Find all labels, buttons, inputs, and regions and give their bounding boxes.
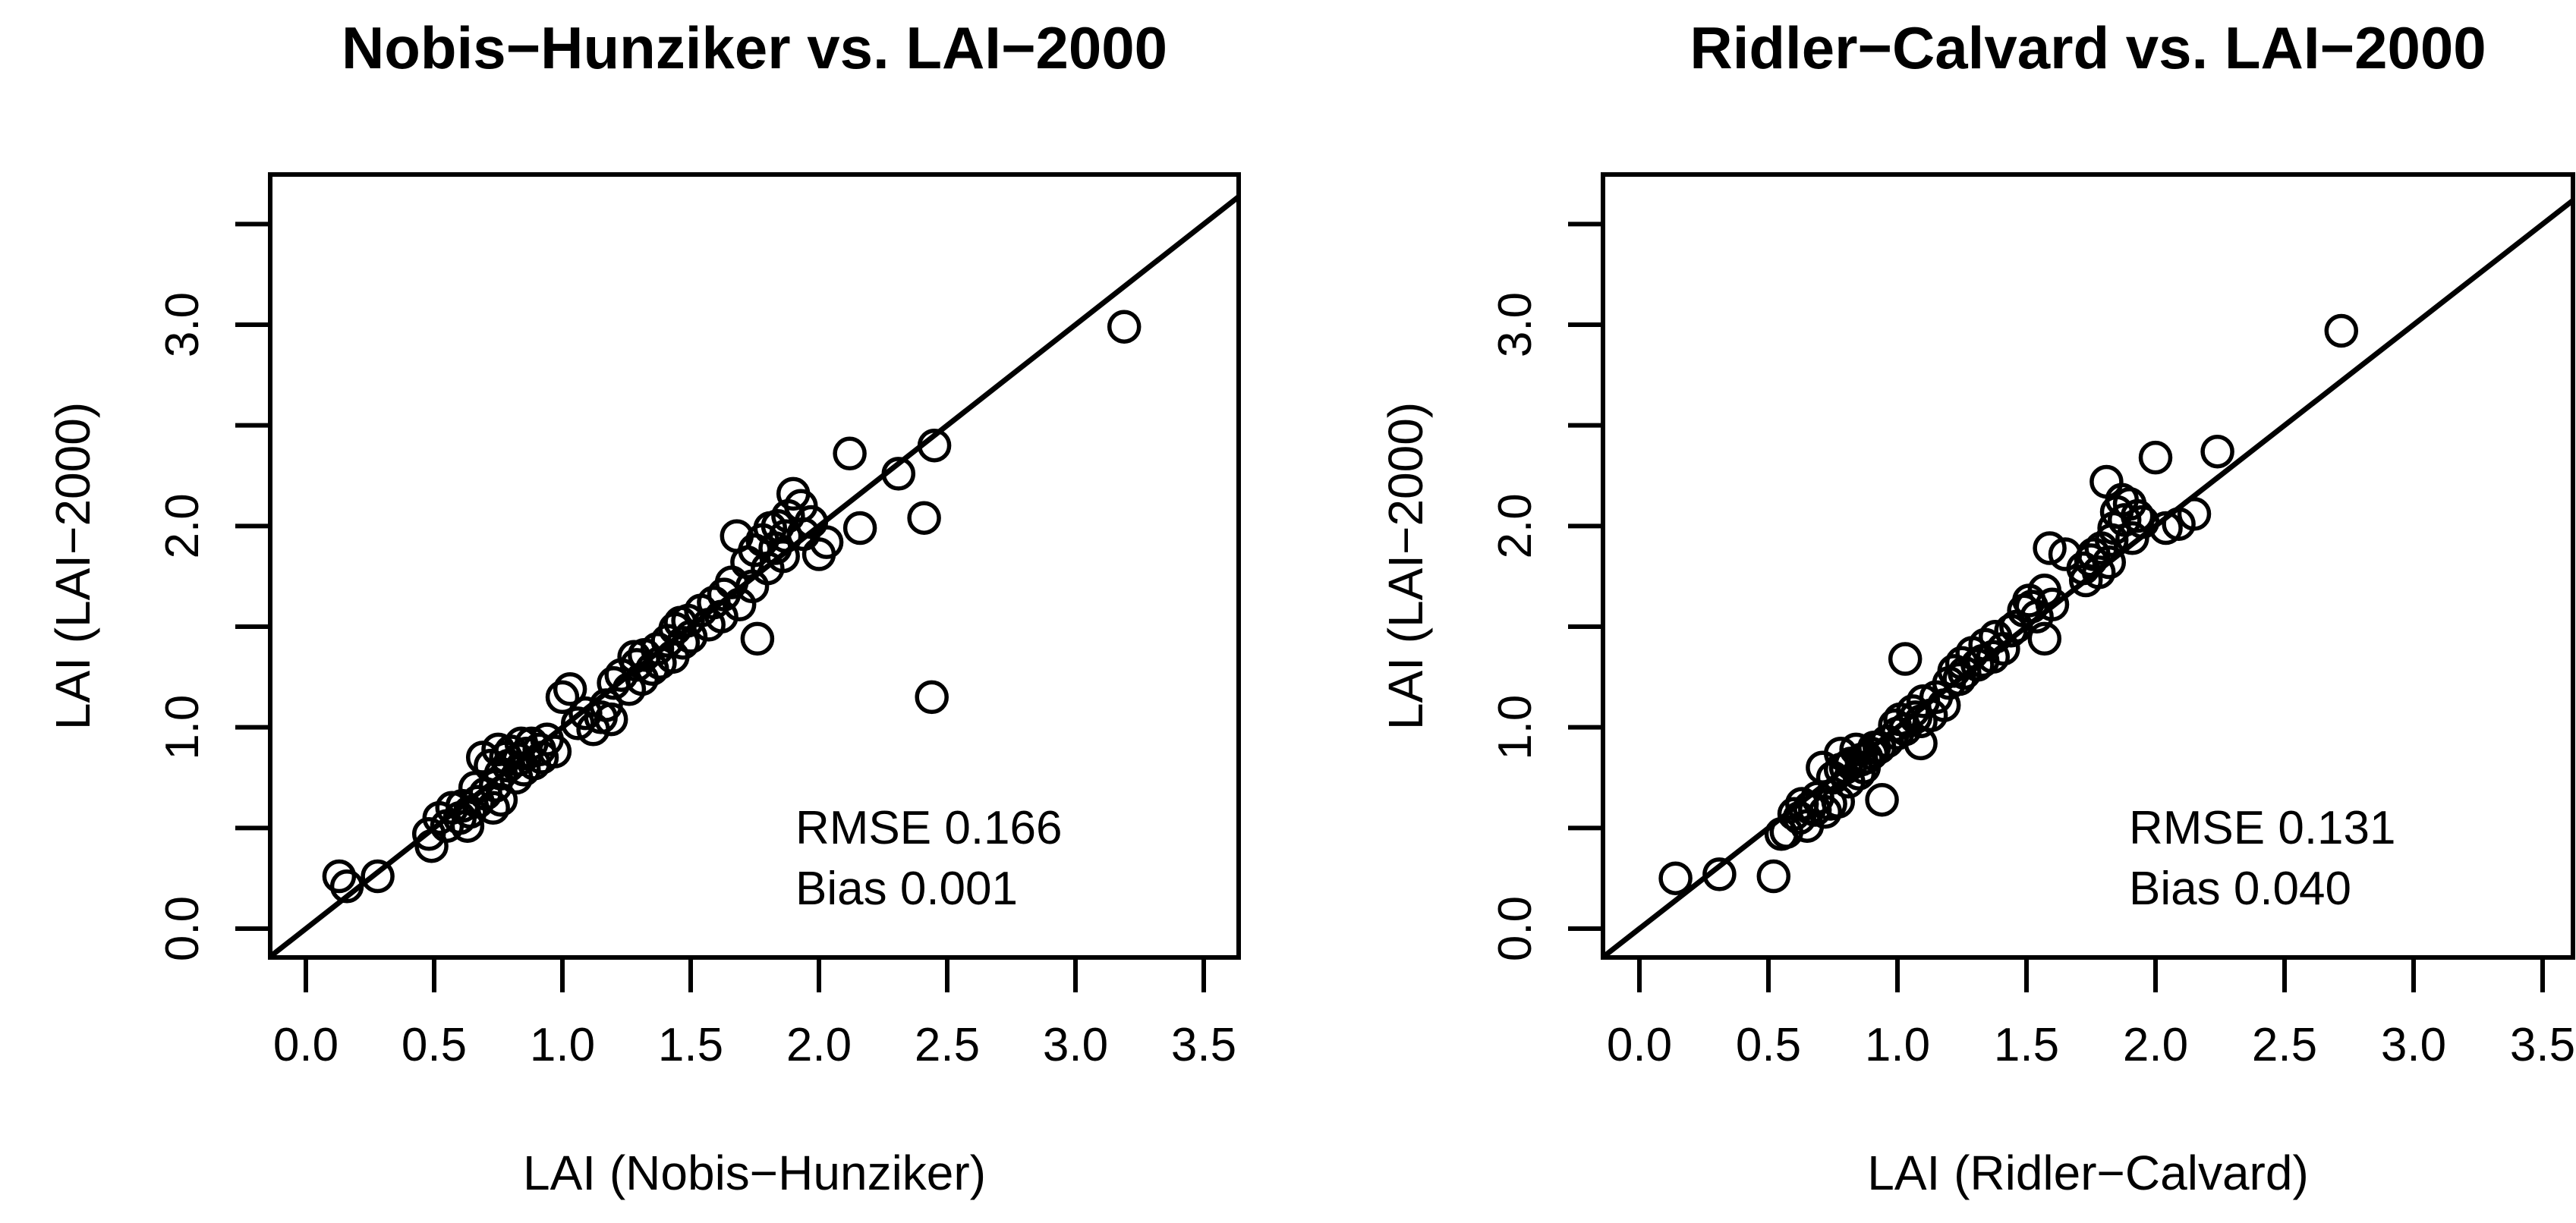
x-tick-label: 1.5 bbox=[658, 1019, 723, 1071]
data-point bbox=[1888, 642, 1923, 676]
x-tick-label: 1.0 bbox=[1865, 1019, 1930, 1071]
y-tick-label: 1.0 bbox=[156, 695, 209, 760]
data-point bbox=[2089, 464, 2124, 499]
bias-annotation-left: Bias 0.001 bbox=[795, 863, 1018, 915]
data-point bbox=[842, 511, 877, 545]
y-tick-label: 2.0 bbox=[1489, 493, 1542, 558]
x-tick-label: 0.0 bbox=[273, 1019, 339, 1071]
x-tick-label: 2.5 bbox=[915, 1019, 980, 1071]
data-point bbox=[2027, 621, 2062, 656]
y-axis-title-right: LAI (LAI−2000) bbox=[1378, 402, 1433, 730]
plot-box-left bbox=[268, 172, 1241, 960]
x-tick-label: 3.5 bbox=[2510, 1019, 2575, 1071]
x-tick-label: 0.0 bbox=[1607, 1019, 1672, 1071]
x-tick-label: 1.0 bbox=[530, 1019, 595, 1071]
data-point bbox=[1756, 859, 1791, 894]
x-tick-label: 3.5 bbox=[1171, 1019, 1236, 1071]
scatter-plot-right: Ridler−Calvard vs. LAI−2000 0.0 0.5 1.0 1.5… bbox=[1378, 14, 2575, 1200]
x-axis-ticks-left: 0.0 0.5 1.0 1.5 2.0 2.5 3.0 3.5 bbox=[273, 957, 1236, 1071]
plot-title-right: Ridler−Calvard vs. LAI−2000 bbox=[1690, 14, 2486, 81]
data-point bbox=[329, 869, 364, 904]
identity-line-right bbox=[1601, 198, 2575, 960]
plot-box-right bbox=[1601, 172, 2575, 960]
x-tick-label: 0.5 bbox=[1736, 1019, 1801, 1071]
data-point bbox=[568, 696, 603, 731]
data-point bbox=[809, 525, 844, 559]
plot-title-left: Nobis−Hunziker vs. LAI−2000 bbox=[342, 14, 1167, 81]
data-point bbox=[2177, 497, 2212, 531]
data-point bbox=[833, 436, 867, 471]
data-point bbox=[322, 859, 357, 894]
x-axis-ticks-right: 0.0 0.5 1.0 1.5 2.0 2.5 3.0 3.5 bbox=[1607, 957, 2575, 1071]
data-point bbox=[589, 688, 623, 722]
data-point bbox=[1821, 784, 1856, 819]
rmse-annotation-right: RMSE 0.131 bbox=[2129, 802, 2396, 854]
rmse-annotation-left: RMSE 0.166 bbox=[795, 802, 1063, 854]
data-point bbox=[917, 428, 952, 463]
y-axis-title-left: LAI (LAI−2000) bbox=[46, 402, 100, 730]
data-point bbox=[483, 782, 518, 817]
data-point bbox=[2120, 498, 2155, 533]
y-tick-label: 0.0 bbox=[156, 896, 209, 961]
x-tick-label: 2.5 bbox=[2252, 1019, 2317, 1071]
x-tick-label: 3.0 bbox=[1043, 1019, 1108, 1071]
y-axis-ticks-right: 0.0 1.0 2.0 3.0 bbox=[1489, 222, 1603, 961]
data-point bbox=[766, 539, 800, 574]
data-point bbox=[1782, 800, 1817, 835]
x-tick-label: 3.0 bbox=[2381, 1019, 2446, 1071]
data-point bbox=[1960, 648, 1995, 682]
x-tick-label: 1.5 bbox=[1994, 1019, 2059, 1071]
data-point bbox=[2324, 313, 2359, 348]
data-point bbox=[1898, 700, 1933, 734]
data-point bbox=[740, 621, 775, 656]
data-point bbox=[553, 672, 587, 706]
data-point bbox=[561, 706, 595, 740]
data-point bbox=[545, 680, 580, 715]
data-points-right bbox=[1658, 313, 2359, 895]
data-point bbox=[2035, 587, 2070, 622]
y-tick-label: 1.0 bbox=[1489, 695, 1542, 760]
y-tick-label: 2.0 bbox=[156, 493, 209, 558]
data-point bbox=[1976, 640, 2011, 674]
y-axis-ticks-left: 0.0 1.0 2.0 3.0 bbox=[156, 222, 270, 961]
data-point bbox=[1926, 688, 1961, 722]
data-point bbox=[915, 680, 949, 715]
data-point bbox=[2081, 555, 2116, 589]
y-tick-label: 0.0 bbox=[1489, 896, 1542, 961]
data-point bbox=[768, 519, 803, 553]
scatter-plot-left: Nobis−Hunziker vs. LAI−2000 0.0 0.5 1.0 1.5… bbox=[46, 14, 1241, 1200]
x-tick-label: 0.5 bbox=[402, 1019, 467, 1071]
y-tick-label: 3.0 bbox=[156, 292, 209, 357]
data-point bbox=[666, 625, 701, 660]
data-point bbox=[537, 734, 572, 769]
x-axis-title-left: LAI (Nobis−Hunziker) bbox=[523, 1146, 986, 1200]
data-point bbox=[881, 457, 916, 491]
data-point bbox=[704, 599, 738, 634]
data-point bbox=[1865, 782, 1899, 817]
bias-annotation-right: Bias 0.040 bbox=[2129, 863, 2351, 915]
data-point bbox=[476, 791, 510, 825]
data-point bbox=[2200, 434, 2234, 469]
data-point bbox=[2125, 505, 2160, 539]
data-point bbox=[1107, 310, 1142, 344]
data-point bbox=[594, 702, 628, 737]
data-point bbox=[361, 859, 395, 894]
data-point bbox=[1658, 861, 1693, 895]
x-tick-label: 2.0 bbox=[786, 1019, 852, 1071]
data-point bbox=[1702, 857, 1737, 891]
data-points-left bbox=[322, 310, 1142, 904]
data-point bbox=[2092, 545, 2127, 580]
data-point bbox=[2138, 440, 2173, 475]
data-point bbox=[619, 648, 654, 682]
data-point bbox=[907, 501, 941, 535]
x-axis-title-right: LAI (Ridler−Calvard) bbox=[1867, 1146, 2309, 1200]
y-tick-label: 3.0 bbox=[1489, 292, 1542, 357]
x-tick-label: 2.0 bbox=[2123, 1019, 2188, 1071]
data-point bbox=[2033, 531, 2067, 565]
